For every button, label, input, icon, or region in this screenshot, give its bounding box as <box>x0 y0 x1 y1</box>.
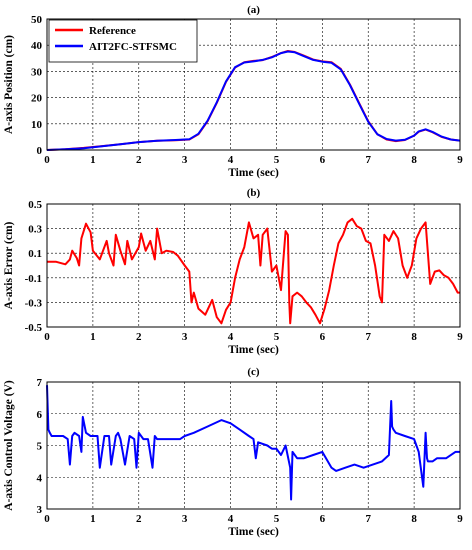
series-line-panel3 <box>46 385 460 501</box>
y-tick-label: 20 <box>31 93 43 105</box>
x-tick-label: 6 <box>320 154 326 166</box>
x-tick-label: 9 <box>457 513 463 525</box>
x-tick-label: 0 <box>44 331 50 343</box>
x-tick-label: 7 <box>365 331 371 343</box>
x-tick-label: 5 <box>274 154 280 166</box>
x-tick-label: 7 <box>365 513 371 525</box>
y-tick-label: 0.3 <box>28 224 42 236</box>
x-tick-label: 1 <box>90 331 96 343</box>
x-tick-label: 1 <box>90 154 96 166</box>
x-tick-label: 3 <box>182 154 188 166</box>
y-tick-label: -0.5 <box>25 322 43 334</box>
legend-entry: Reference <box>89 25 136 37</box>
y-axis-label: A-axis Error (cm) <box>3 221 15 309</box>
y-tick-label: 10 <box>31 119 43 131</box>
x-axis-label: Time (sec) <box>228 526 279 538</box>
plot-frame <box>46 18 461 151</box>
y-tick-label: 0.1 <box>28 248 42 260</box>
y-tick-label: 7 <box>37 377 43 389</box>
x-axis-label: Time (sec) <box>228 167 279 179</box>
y-tick-label: 5 <box>37 441 43 453</box>
chart-panel-1: (a) 0 1 2 3 4 5 6 7 8 9 0 10 20 30 40 50 Time (sec) A-axis… <box>3 4 463 179</box>
series-line-ait2fc-stfsmc <box>46 50 461 151</box>
panel-title: (b) <box>247 187 261 199</box>
x-tick-label: 9 <box>457 154 463 166</box>
y-tick-label: 4 <box>37 472 43 484</box>
plot-frame <box>46 203 461 328</box>
y-tick-label: 50 <box>31 14 43 26</box>
x-tick-label: 5 <box>274 331 280 343</box>
series-line-reference <box>46 50 461 151</box>
y-tick-label: 40 <box>31 40 43 52</box>
chart-panel-3: (c) 0 1 2 3 4 5 6 7 8 9 3 4 5 6 7 Time (sec) A-axis Contr… <box>3 366 463 538</box>
x-tick-label: 3 <box>182 513 188 525</box>
x-tick-label: 5 <box>274 513 280 525</box>
y-axis-label: A-axis Control Voltage (V) <box>3 380 15 511</box>
x-tick-label: 4 <box>228 331 234 343</box>
y-axis-label: A-axis Position (cm) <box>3 35 15 134</box>
y-tick-label: 3 <box>37 504 43 516</box>
x-tick-label: 2 <box>136 513 142 525</box>
x-tick-label: 0 <box>44 513 50 525</box>
x-tick-label: 1 <box>90 513 96 525</box>
legend: Reference AIT2FC-STFSMC <box>48 19 198 63</box>
x-tick-label: 2 <box>136 154 142 166</box>
y-tick-label: 6 <box>37 409 43 421</box>
y-tick-label: 0 <box>37 145 43 157</box>
x-tick-label: 8 <box>411 154 417 166</box>
x-tick-label: 9 <box>457 331 463 343</box>
y-tick-label: 0.5 <box>28 199 42 211</box>
y-tick-label: 30 <box>31 66 43 78</box>
x-tick-label: 6 <box>320 513 326 525</box>
panel-title: (a) <box>247 4 260 16</box>
x-tick-label: 4 <box>228 154 234 166</box>
x-tick-label: 4 <box>228 513 234 525</box>
x-tick-label: 2 <box>136 331 142 343</box>
x-tick-label: 8 <box>411 513 417 525</box>
panel-title: (c) <box>247 366 260 378</box>
x-tick-label: 3 <box>182 331 188 343</box>
x-tick-label: 7 <box>365 154 371 166</box>
legend-box <box>48 19 198 63</box>
x-tick-label: 8 <box>411 331 417 343</box>
plot-frame <box>46 381 461 510</box>
y-tick-label: -0.1 <box>25 273 42 285</box>
y-tick-label: -0.3 <box>25 297 43 309</box>
series-line-panel2 <box>47 217 460 325</box>
x-tick-label: 0 <box>44 154 50 166</box>
legend-entry: AIT2FC-STFSMC <box>89 41 177 53</box>
chart-panel-2: (b) 0 1 2 3 4 5 6 7 8 9 -0.5 -0.3 -0.1 0.1 0.3 0.5 Time (… <box>3 187 463 356</box>
x-axis-label: Time (sec) <box>228 344 279 356</box>
x-tick-label: 6 <box>320 331 326 343</box>
